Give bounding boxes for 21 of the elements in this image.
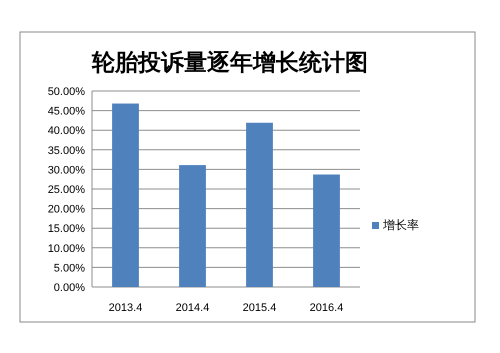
y-tick-label: 35.00% <box>48 144 86 157</box>
bar <box>246 122 273 287</box>
y-tick-label: 10.00% <box>48 242 86 255</box>
chart-title: 轮胎投诉量逐年增长统计图 <box>91 49 368 75</box>
y-tick-label: 20.00% <box>48 204 86 216</box>
y-tick-label: 25.00% <box>48 184 86 196</box>
bar <box>313 174 340 287</box>
bar <box>179 165 206 287</box>
bar <box>112 104 139 287</box>
x-tick-label: 2014.4 <box>176 302 210 314</box>
x-tick-label: 2015.4 <box>242 302 276 314</box>
legend-label: 增长率 <box>382 218 419 232</box>
y-tick-label: 30.00% <box>48 164 86 176</box>
y-tick-label: 5.00% <box>54 262 86 274</box>
y-tick-label: 45.00% <box>48 106 86 118</box>
y-tick-label: 40.00% <box>48 125 86 138</box>
y-tick-label: 50.00% <box>48 86 86 98</box>
x-tick-label: 2016.4 <box>310 302 344 314</box>
y-tick-label: 0.00% <box>54 282 86 294</box>
y-tick-label: 15.00% <box>48 223 86 236</box>
x-tick-label: 2013.4 <box>108 302 142 314</box>
